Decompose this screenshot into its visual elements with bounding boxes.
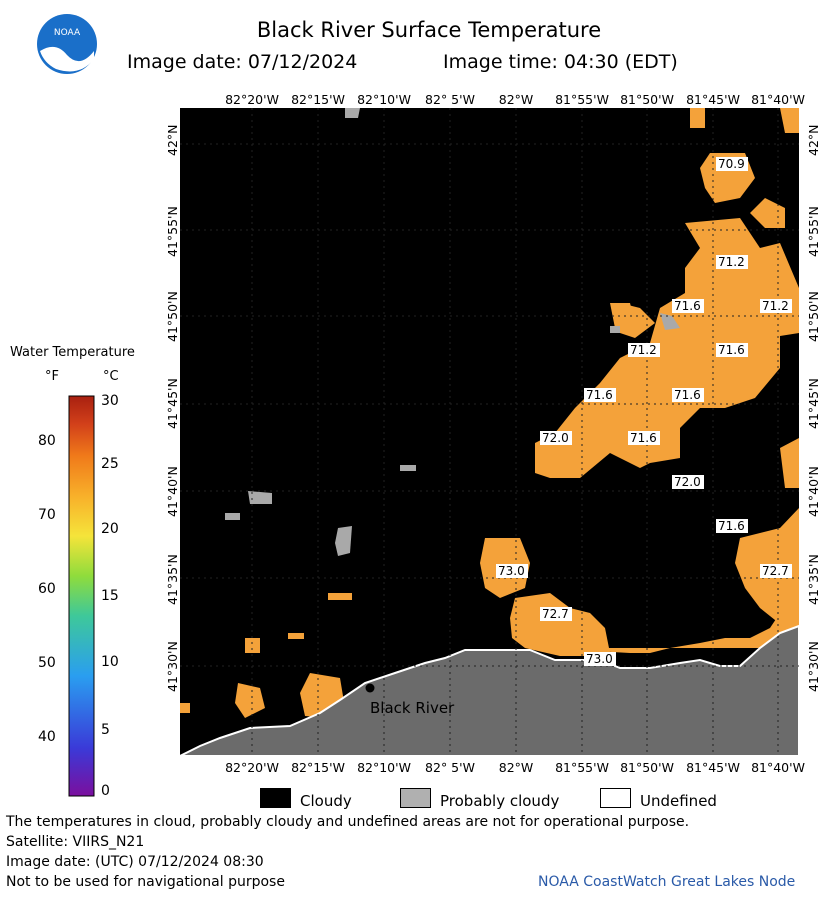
temp-label: 71.6 [674, 299, 701, 313]
temp-label: 73.0 [498, 564, 525, 578]
temp-label: 71.2 [718, 255, 745, 269]
lon-label: 82°15'W [291, 760, 345, 775]
f-tick: 70 [38, 507, 56, 523]
undefined-swatch [600, 788, 631, 808]
temp-label: 71.6 [718, 343, 745, 357]
probably-cloudy-swatch [400, 788, 431, 808]
lon-label: 81°55'W [555, 760, 609, 775]
temp-label: 73.0 [586, 652, 613, 666]
cloudy-swatch [260, 788, 291, 808]
temp-label: 71.2 [630, 343, 657, 357]
f-tick: 40 [38, 729, 56, 745]
c-tick: 25 [101, 456, 119, 472]
lat-label: 41°40'N [806, 466, 821, 517]
satellite: Satellite: VIIRS_N21 [6, 834, 145, 850]
lat-label: 42°N [806, 124, 821, 156]
image-date: Image date: 07/12/2024 [127, 51, 358, 73]
lon-label: 82°10'W [357, 760, 411, 775]
lon-label: 82°W [498, 760, 534, 775]
temp-label: 71.2 [762, 299, 789, 313]
c-tick: 0 [101, 783, 110, 799]
f-tick: 80 [38, 433, 56, 449]
c-tick: 20 [101, 521, 119, 537]
c-tick: 30 [101, 393, 119, 409]
lon-label: 81°50'W [620, 92, 674, 107]
lat-label: 41°45'N [165, 378, 180, 429]
cloudy-label: Cloudy [300, 792, 352, 810]
c-tick: 15 [101, 588, 119, 604]
lon-label: 81°55'W [555, 92, 609, 107]
lat-label: 41°55'N [165, 206, 180, 257]
disclaimer: The temperatures in cloud, probably clou… [6, 814, 690, 830]
lon-label: 81°50'W [620, 760, 674, 775]
temp-label: 71.6 [630, 431, 657, 445]
lat-label: 41°30'N [165, 641, 180, 692]
temp-label: 72.7 [762, 564, 789, 578]
c-tick: 10 [101, 654, 119, 670]
lon-label: 81°40'W [751, 760, 805, 775]
temp-label: 71.6 [718, 519, 745, 533]
lat-label: 41°55'N [806, 206, 821, 257]
lat-label: 41°45'N [806, 378, 821, 429]
land-area [180, 624, 799, 756]
lat-label: 41°40'N [165, 466, 180, 517]
probably-cloudy-areas [225, 108, 680, 556]
temperature-labels: 70.9 71.2 71.6 71.2 71.2 71.6 71.6 71.6 … [496, 157, 792, 666]
temp-label: 71.6 [674, 388, 701, 402]
legend-colorbar [68, 395, 95, 797]
lat-label: 41°50'N [806, 291, 821, 342]
f-tick: 60 [38, 581, 56, 597]
legend-title: Water Temperature [10, 345, 135, 360]
nav-warning: Not to be used for navigational purpose [6, 874, 285, 890]
c-tick: 5 [101, 722, 110, 738]
lon-label: 82°15'W [291, 92, 345, 107]
undefined-label: Undefined [640, 792, 717, 810]
lon-label: 82°20'W [225, 92, 279, 107]
lon-label: 82°10'W [357, 92, 411, 107]
lon-label: 81°45'W [686, 92, 740, 107]
lon-label: 82° 5'W [425, 760, 475, 775]
f-tick: 50 [38, 655, 56, 671]
temp-label: 72.0 [674, 475, 701, 489]
utc-date: Image date: (UTC) 07/12/2024 08:30 [6, 854, 264, 870]
lon-label: 81°40'W [751, 92, 805, 107]
lat-label: 41°50'N [165, 291, 180, 342]
temp-label: 72.0 [542, 431, 569, 445]
black-river-marker [365, 683, 375, 693]
lat-label: 41°30'N [806, 641, 821, 692]
image-time: Image time: 04:30 (EDT) [443, 51, 678, 73]
temp-label: 72.7 [542, 607, 569, 621]
temp-label: 71.6 [586, 388, 613, 402]
lon-label: 82° 5'W [425, 92, 475, 107]
credit: NOAA CoastWatch Great Lakes Node [538, 874, 796, 890]
place-label: Black River [370, 699, 455, 717]
legend-unit-c: °C [103, 369, 119, 384]
noaa-logo-text: NOAA [54, 28, 81, 38]
temperature-map: Black River 70.9 71.2 71.6 71.2 71.2 71.… [180, 108, 799, 756]
lat-label: 41°35'N [806, 554, 821, 605]
probably-cloudy-label: Probably cloudy [440, 792, 560, 810]
lat-label: 42°N [165, 124, 180, 156]
lat-label: 41°35'N [165, 554, 180, 605]
lon-label: 82°20'W [225, 760, 279, 775]
map-title: Black River Surface Temperature [256, 18, 602, 42]
temp-label: 70.9 [718, 157, 745, 171]
lon-label: 81°45'W [686, 760, 740, 775]
lon-label: 82°W [498, 92, 534, 107]
legend-unit-f: °F [45, 369, 59, 384]
noaa-logo: NOAA [37, 14, 97, 74]
